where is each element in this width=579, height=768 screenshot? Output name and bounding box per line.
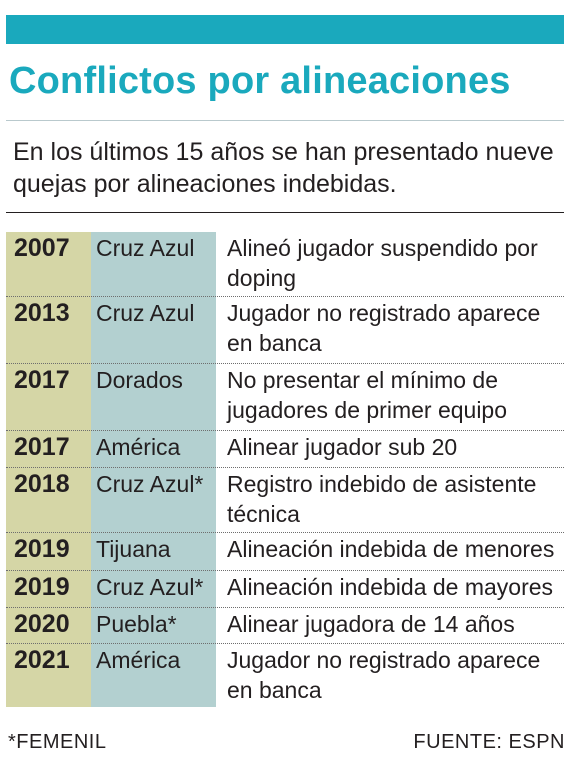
year-cell: 2007 (14, 234, 70, 262)
description-cell: Registro indebido de asistente técnica (227, 471, 537, 527)
subtitle-divider (6, 212, 564, 213)
subtitle: En los últimos 15 años se han presentado… (13, 138, 554, 198)
table-row: 2007 Cruz Azul Alineó jugador suspendido… (6, 232, 564, 297)
team-cell: Puebla* (96, 611, 177, 637)
description-cell: Alineación indebida de menores (227, 536, 555, 562)
team-column-background (91, 232, 216, 707)
year-cell: 2019 (14, 535, 70, 563)
team-cell: Cruz Azul* (96, 471, 204, 497)
year-column-background (6, 232, 91, 707)
year-cell: 2017 (14, 366, 70, 394)
year-cell: 2017 (14, 433, 70, 461)
footnote: *FEMENIL (8, 731, 107, 753)
description-cell: No presentar el mínimo de jugadores de p… (227, 367, 508, 423)
header-accent-bar (6, 15, 564, 44)
description-cell: Jugador no registrado aparece en banca (227, 647, 541, 703)
table-row: 2017 Dorados No presentar el mínimo de j… (6, 364, 564, 431)
year-cell: 2013 (14, 299, 70, 327)
description-cell: Alineación indebida de mayores (227, 574, 554, 600)
description-cell: Alineó jugador suspendido por doping (227, 235, 538, 291)
description-cell: Jugador no registrado aparece en banca (227, 300, 541, 356)
year-cell: 2019 (14, 573, 70, 601)
team-cell: América (96, 434, 181, 460)
source-credit: FUENTE: ESPN (413, 731, 565, 753)
description-cell: Alinear jugador sub 20 (227, 434, 458, 460)
table-row: 2021 América Jugador no registrado apare… (6, 644, 564, 707)
year-cell: 2018 (14, 470, 70, 498)
table-row: 2013 Cruz Azul Jugador no registrado apa… (6, 297, 564, 364)
team-cell: América (96, 647, 181, 673)
table-row: 2017 América Alinear jugador sub 20 (6, 431, 564, 468)
year-cell: 2021 (14, 646, 70, 674)
team-cell: Cruz Azul (96, 235, 195, 261)
table-row: 2019 Tijuana Alineación indebida de meno… (6, 533, 564, 571)
team-cell: Cruz Azul* (96, 574, 204, 600)
page-title: Conflictos por alineaciones (9, 60, 511, 102)
team-cell: Tijuana (96, 536, 171, 562)
year-cell: 2020 (14, 610, 70, 638)
team-cell: Dorados (96, 367, 183, 393)
table-row: 2019 Cruz Azul* Alineación indebida de m… (6, 571, 564, 608)
table-row: 2018 Cruz Azul* Registro indebido de asi… (6, 468, 564, 533)
table-row: 2020 Puebla* Alinear jugadora de 14 años (6, 608, 564, 644)
description-cell: Alinear jugadora de 14 años (227, 611, 515, 637)
title-divider (6, 120, 564, 121)
team-cell: Cruz Azul (96, 300, 195, 326)
conflicts-table: 2007 Cruz Azul Alineó jugador suspendido… (6, 232, 564, 707)
